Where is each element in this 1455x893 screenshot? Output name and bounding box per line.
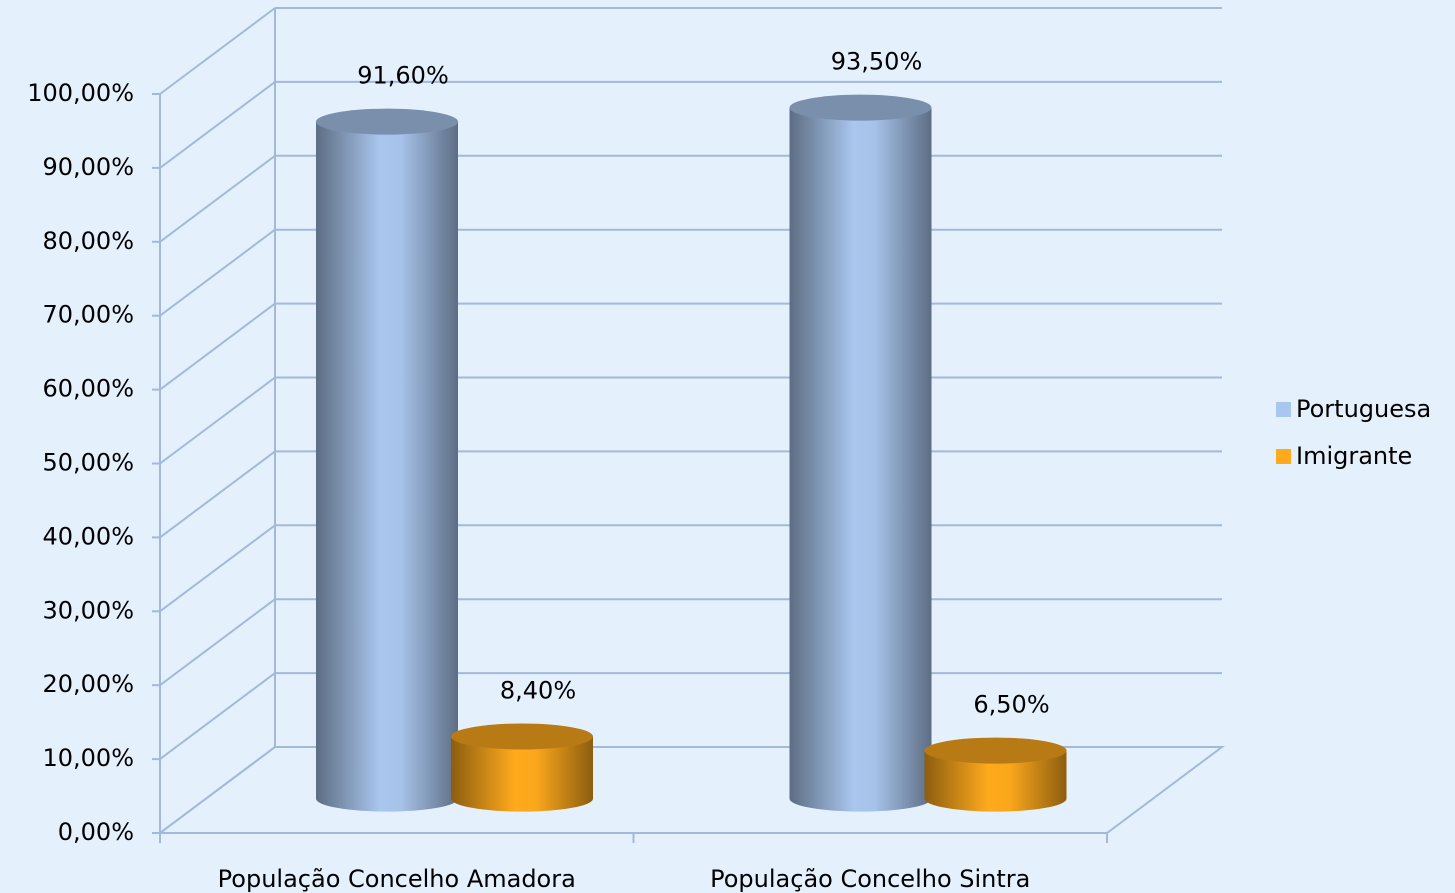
grid-line (159, 746, 276, 834)
cylinder-top-shade (316, 108, 458, 135)
grid-line (159, 598, 276, 687)
grid-line (159, 7, 276, 95)
grid-line (159, 228, 276, 317)
legend-label: Imigrante (1296, 442, 1412, 470)
grid-line (159, 302, 276, 391)
grid-line (159, 524, 276, 613)
cylinder-shade (789, 107, 932, 812)
data-label: 6,50% (973, 691, 1049, 719)
data-label: 91,60% (357, 62, 449, 90)
y-tick-label: 60,00% (42, 375, 134, 403)
y-tick-label: 0,00% (58, 818, 134, 846)
cylinder-shade (316, 121, 458, 812)
grid-line (159, 672, 276, 760)
y-tick-label: 100,00% (27, 79, 134, 107)
cylinder-top-shade (789, 94, 932, 121)
cylinder-top (451, 723, 593, 750)
y-tick-label: 80,00% (42, 227, 134, 255)
cylinder-top-shade (924, 737, 1067, 764)
cylinder-top-shade (451, 723, 593, 750)
cylinder-shade (924, 750, 1067, 812)
y-tick-label: 30,00% (42, 596, 134, 624)
x-tick-label: População Concelho Sintra (710, 865, 1030, 893)
cylinder-top (789, 94, 932, 121)
grid-line (159, 450, 276, 539)
cylinder-shade (451, 736, 593, 812)
cylinder-top (316, 108, 458, 135)
y-tick-label: 50,00% (42, 449, 134, 477)
grid-line (159, 81, 276, 169)
legend-label: Portuguesa (1296, 395, 1431, 423)
cylinder-top (924, 737, 1067, 764)
grid-line (159, 154, 276, 243)
data-label: 8,40% (500, 677, 576, 705)
y-tick-label: 20,00% (42, 670, 134, 698)
grid-line (159, 376, 276, 465)
y-tick-label: 40,00% (42, 522, 134, 550)
y-tick-label: 70,00% (42, 301, 134, 329)
legend-swatch (1276, 402, 1291, 417)
y-tick-label: 10,00% (42, 744, 134, 772)
x-tick-label: População Concelho Amadora (218, 865, 576, 893)
y-tick-label: 90,00% (42, 153, 134, 181)
data-label: 93,50% (831, 48, 923, 76)
legend-swatch (1276, 449, 1291, 464)
